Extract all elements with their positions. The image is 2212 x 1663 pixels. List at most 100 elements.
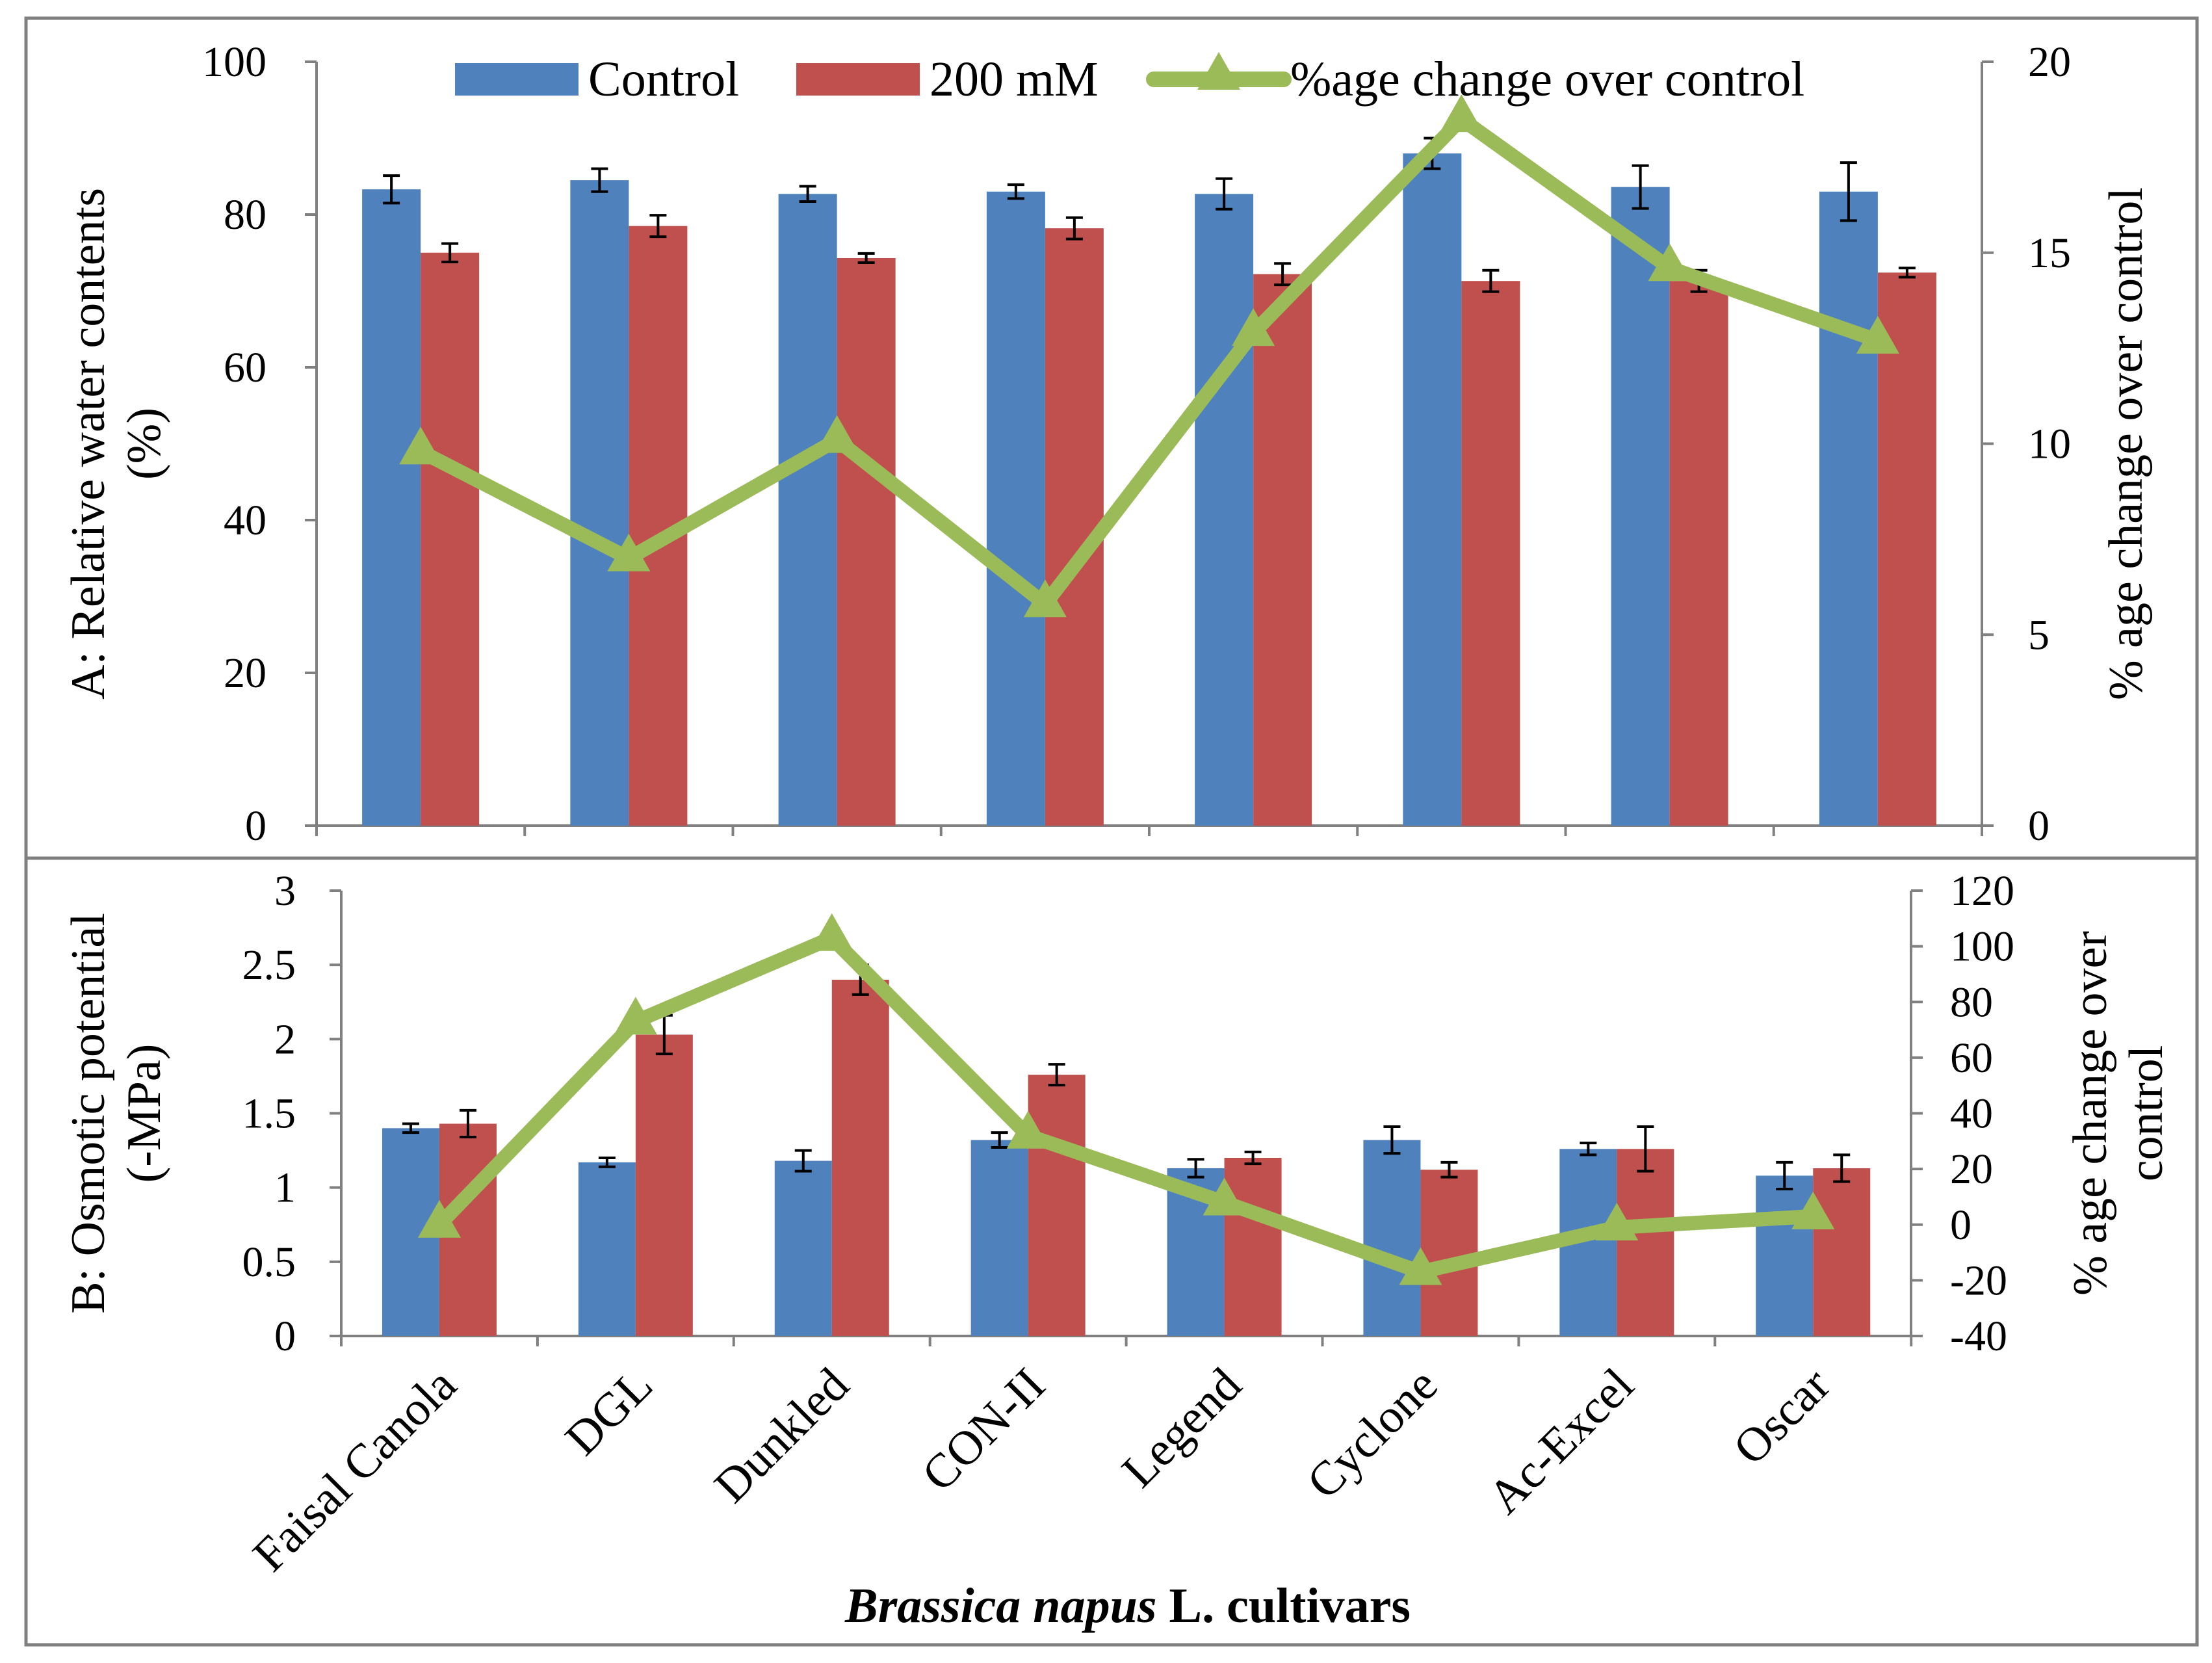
panel-a-chart: 0 20 40 60 80 100 0 5 10 15 20 A: Relative water co…: [62, 38, 2153, 850]
panel-b-control-bar: [578, 1162, 636, 1336]
panel-b-y2-axis-label-line: % age change over: [2064, 931, 2117, 1296]
panel-a-change-marker: [1856, 315, 1899, 354]
panel-a-salt-bar: [1669, 281, 1728, 826]
legend: Control 200 mM %age change over control: [455, 52, 1804, 107]
panel-b-change-marker: [1595, 1203, 1639, 1241]
panel-a-control-bar: [1819, 191, 1878, 826]
panel-b-salt-bar: [1420, 1170, 1478, 1336]
panel-b-change-marker: [810, 913, 853, 951]
panel-b-left-tick-label: 1.5: [242, 1090, 296, 1138]
panel-a-salt-bar: [837, 257, 896, 826]
category-label: Cyclone: [1297, 1358, 1448, 1509]
panel-b-left-tick-label: 2: [274, 1015, 296, 1063]
panel-b-change-marker: [1006, 1110, 1050, 1149]
legend-control-swatch: [455, 63, 579, 96]
category-label: Oscar: [1723, 1358, 1840, 1475]
panel-b-y-axis-label: B: Osmotic potential(-MPa): [62, 913, 171, 1314]
panel-b-salt-bar: [1813, 1168, 1871, 1336]
panel-a-right-tick-label: 10: [2028, 421, 2071, 468]
panel-a-right-tick-label: 20: [2028, 38, 2071, 86]
panel-a-control-bar: [778, 194, 837, 826]
panel-a-left-tick-label: 80: [224, 191, 267, 239]
panel-b-change-marker: [1399, 1247, 1442, 1285]
panel-a-y-axis-label-line: A: Relative water contents: [62, 188, 115, 700]
panel-a-control-bar: [570, 180, 629, 826]
panel-b-left-tick-label: 0.5: [242, 1238, 296, 1286]
panel-a-left-tick-label: 100: [202, 38, 267, 86]
panel-b-y-axis-label-line: (-MPa): [118, 1044, 171, 1183]
x-axis-title: Brassica napus L. cultivars: [844, 1578, 1411, 1633]
panel-a-salt-bar: [421, 252, 480, 826]
panel-a-y2-axis-label-line: % age change over control: [2100, 187, 2153, 700]
panel-b-control-bar: [1756, 1175, 1814, 1336]
panel-a-salt-bar: [1461, 281, 1520, 826]
panel-a-salt-bar: [1253, 274, 1312, 826]
panel-a-y-axis-label-line: (%): [118, 408, 171, 480]
panel-a-y-axis-label: A: Relative water contents(%): [62, 188, 171, 700]
panel-b-right-tick-label: 40: [1950, 1090, 1993, 1138]
panel-b-frame: [24, 856, 2199, 1647]
panel-b-control-bar: [774, 1160, 832, 1336]
category-label: Dunkled: [705, 1358, 859, 1513]
category-label: Ac-Excel: [1478, 1358, 1645, 1525]
x-axis-title-species: Brassica napus: [844, 1578, 1156, 1633]
panel-b-right-tick-label: -40: [1950, 1313, 2007, 1360]
panel-a-left-tick-label: 20: [224, 649, 267, 697]
panel-a-change-marker: [1648, 243, 1691, 282]
panel-b-left-tick-label: 2.5: [242, 941, 296, 989]
panel-b-salt-bar: [1617, 1149, 1674, 1336]
panel-b-right-tick-label: 20: [1950, 1146, 1993, 1193]
panel-b-right-tick-label: 120: [1950, 867, 2014, 915]
panel-b-y-axis-label-line: B: Osmotic potential: [62, 913, 115, 1314]
panel-a-change-marker: [399, 426, 443, 465]
panel-b-y2-axis-label-line: control: [2120, 1045, 2173, 1182]
panel-a-right-tick-label: 5: [2028, 611, 2049, 659]
panel-b-chart: 0 0.5 1 1.5 2 2.5 3 -40 -20 0 20 40 60 80 100 120 B: Osm…: [62, 867, 2173, 1582]
panel-b-right-tick-label: 60: [1950, 1034, 1993, 1082]
panel-a-right-tick-label: 15: [2028, 229, 2071, 277]
legend-salt-swatch: [796, 63, 920, 96]
panel-b-change-marker: [417, 1199, 461, 1238]
panel-a-change-marker: [815, 415, 859, 453]
panel-b-right-tick-label: 80: [1950, 978, 1993, 1026]
panel-b-y2-axis-label: % age change overcontrol: [2064, 931, 2173, 1296]
panel-b-change-line: [432, 930, 1821, 1279]
category-label: CON-II: [912, 1358, 1056, 1502]
panel-a-change-marker: [1440, 94, 1483, 133]
panel-a-control-bar: [362, 189, 421, 826]
legend-salt-label: 200 mM: [930, 52, 1099, 107]
panel-a-y2-axis-label: % age change over control: [2100, 187, 2153, 700]
panel-a-change-marker: [1023, 579, 1067, 618]
panel-a-left-tick-label: 40: [224, 497, 267, 544]
panel-b-left-tick-label: 3: [274, 867, 296, 915]
panel-a-change-marker: [607, 533, 651, 571]
panel-a-salt-bar: [1877, 272, 1936, 826]
panel-b-salt-bar: [831, 980, 889, 1336]
panel-a-control-bar: [986, 191, 1045, 826]
panel-b-control-bar: [1363, 1140, 1421, 1336]
panel-b-change-marker: [614, 997, 657, 1035]
panel-a-control-bar: [1403, 153, 1462, 826]
legend-change-marker: [1197, 52, 1240, 90]
panel-b-salt-bar: [1224, 1158, 1282, 1336]
panel-a-right-tick-label: 0: [2028, 802, 2049, 850]
panel-b-change-marker: [1791, 1191, 1835, 1229]
panel-a-control-bar: [1195, 194, 1254, 826]
panel-b-right-tick-label: 0: [1950, 1201, 1971, 1249]
panel-b-control-bar: [970, 1140, 1028, 1336]
panel-b-salt-bar: [635, 1034, 693, 1336]
category-label: Legend: [1112, 1358, 1252, 1498]
panel-b-right-tick-label: 100: [1950, 923, 2014, 971]
panel-b-salt-bar: [1028, 1075, 1086, 1336]
category-label: Faisal Canola: [243, 1358, 467, 1582]
panel-a-control-bar: [1611, 187, 1670, 826]
panel-a-change-marker: [1232, 308, 1275, 347]
panel-b-left-tick-label: 0: [274, 1313, 296, 1360]
legend-change-label: %age change over control: [1290, 52, 1804, 107]
panel-a-left-tick-label: 0: [245, 802, 267, 850]
panel-b-right-tick-label: -20: [1950, 1257, 2007, 1304]
panel-b-left-tick-label: 1: [274, 1164, 296, 1212]
legend-control-label: Control: [588, 52, 739, 107]
panel-b-change-marker: [1203, 1177, 1246, 1216]
